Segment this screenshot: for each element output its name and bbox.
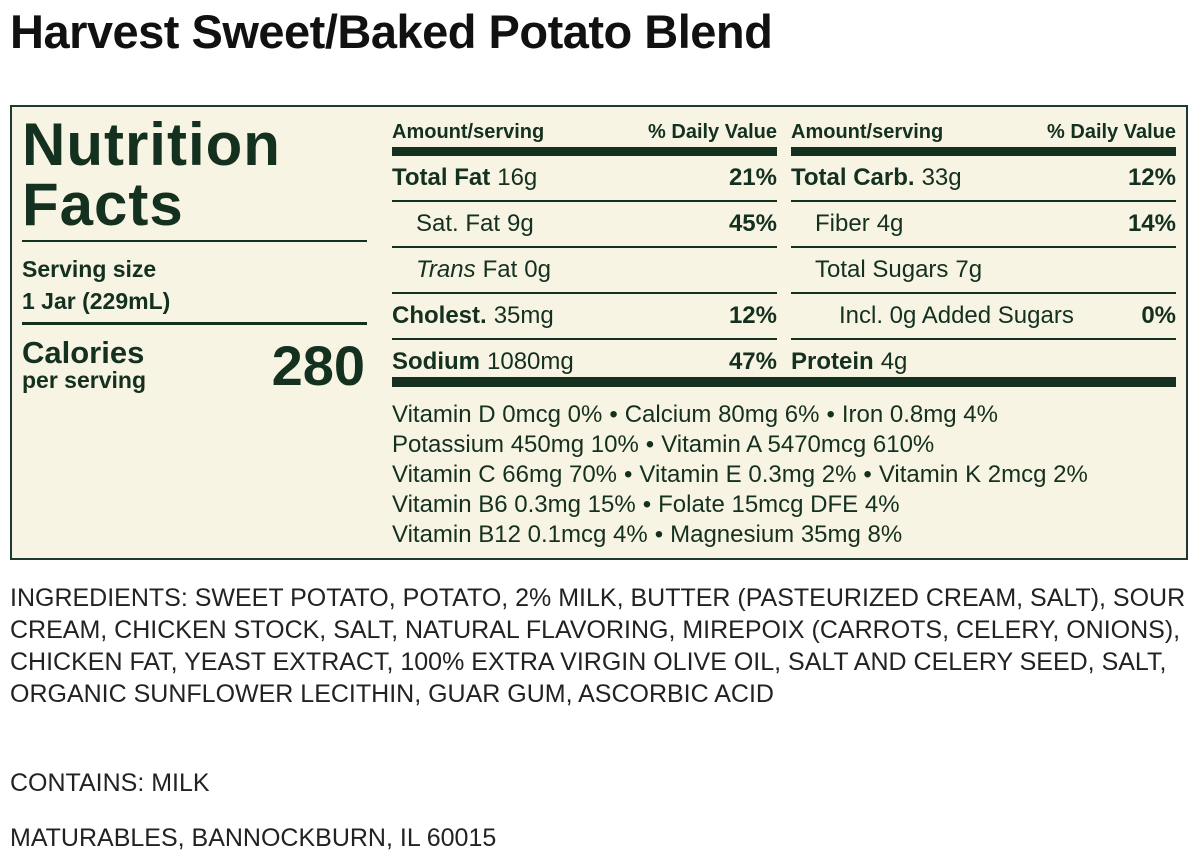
nutrient-row: Sodium 1080mg 47% bbox=[392, 340, 777, 384]
separator: • bbox=[642, 491, 652, 518]
product-title: Harvest Sweet/Baked Potato Blend bbox=[10, 5, 773, 58]
separator: • bbox=[654, 521, 664, 548]
thick-bar bbox=[392, 377, 1176, 387]
nutrient-name: Total Carb. bbox=[791, 164, 915, 191]
vitamin-item: Vitamin D 0mcg 0% bbox=[392, 401, 603, 428]
daily-value: 12% bbox=[728, 302, 777, 329]
nutrient-amount: 1080mg bbox=[487, 348, 574, 375]
separator: • bbox=[609, 401, 618, 428]
nutrition-panel: Nutrition Facts Serving size 1 Jar (229m… bbox=[10, 105, 1188, 560]
serving-size-label: Serving size bbox=[22, 256, 157, 282]
calories-sub: per serving bbox=[22, 367, 146, 393]
divider bbox=[22, 322, 367, 325]
nutrient-name: Protein bbox=[791, 348, 874, 375]
vitamin-line: Potassium 450mg 10% • Vitamin A 5470mcg 61… bbox=[392, 430, 1088, 460]
serving-size: 1 Jar (229mL) bbox=[22, 288, 171, 314]
vitamin-item: Calcium 80mg 6% bbox=[624, 401, 820, 428]
separator: • bbox=[624, 461, 633, 488]
vitamin-line: Vitamin B12 0.1mcg 4% • Magnesium 35mg 8% bbox=[392, 520, 1088, 550]
nutrient-amount: 4g bbox=[876, 210, 904, 237]
nutrient-row: Fiber 4g 14% bbox=[791, 202, 1176, 248]
nutrient-name: Cholest. bbox=[392, 302, 487, 329]
ingredients: INGREDIENTS: SWEET POTATO, POTATO, 2% MI… bbox=[10, 584, 1186, 708]
nutrient-amount: 33g bbox=[921, 164, 962, 191]
header-amount: Amount/serving bbox=[392, 120, 545, 143]
nutrient-row: Sat. Fat 9g 45% bbox=[392, 202, 777, 248]
daily-value: 45% bbox=[728, 210, 777, 237]
nutrient-column: Amount/serving % Daily Value Total Fat 16g 2… bbox=[392, 117, 777, 384]
vitamin-item: Vitamin A 5470mcg 610% bbox=[661, 431, 935, 458]
divider bbox=[22, 240, 367, 242]
nutrient-column: Amount/serving % Daily Value Total Carb. 33… bbox=[791, 117, 1176, 384]
vitamin-line: Vitamin C 66mg 70% • Vitamin E 0.3mg 2% • Vi… bbox=[392, 460, 1088, 490]
nutrient-amount: 4g bbox=[880, 348, 908, 375]
nutrient-amount: 0g bbox=[524, 256, 551, 283]
contains: CONTAINS: MILK bbox=[10, 769, 210, 797]
nutrient-name: Fat bbox=[482, 256, 518, 283]
nutrient-amount: 35mg bbox=[493, 302, 554, 329]
nutrient-name: Total Fat bbox=[392, 164, 491, 191]
daily-value: 21% bbox=[728, 164, 777, 191]
nutrient-amount: 9g bbox=[507, 210, 534, 237]
nutrient-name: Incl. 0g Added Sugars bbox=[839, 302, 1074, 329]
nutrient-name: Total Sugars bbox=[815, 256, 949, 283]
daily-value: 0% bbox=[1141, 302, 1176, 329]
separator: • bbox=[826, 401, 835, 428]
calories-value: 280 bbox=[271, 334, 365, 397]
nutrient-name: Trans bbox=[416, 256, 476, 283]
vitamins: Vitamin D 0mcg 0% • Calcium 80mg 6% • Iron 0… bbox=[392, 400, 1088, 550]
address: MATURABLES, BANNOCKBURN, IL 60015 bbox=[10, 824, 497, 852]
calories-label: Calories bbox=[22, 335, 145, 370]
nutrient-row: Total Fat 16g 21% bbox=[392, 156, 777, 202]
nutrient-row: Total Carb. 33g 12% bbox=[791, 156, 1176, 202]
panel-heading: Nutrition Facts bbox=[22, 111, 281, 238]
nutrient-name: Fiber bbox=[815, 210, 870, 237]
vitamin-item: Folate 15mcg DFE 4% bbox=[658, 491, 900, 518]
column-header: Amount/serving % Daily Value bbox=[791, 117, 1176, 147]
vitamin-item: Vitamin C 66mg 70% bbox=[392, 461, 617, 488]
daily-value: 47% bbox=[728, 348, 777, 375]
nutrient-name: Sodium bbox=[392, 348, 480, 375]
nutrient-name: Sat. Fat bbox=[416, 210, 501, 237]
nutrient-amount: 16g bbox=[497, 164, 538, 191]
vitamin-item: Iron 0.8mg 4% bbox=[841, 401, 998, 428]
column-header: Amount/serving % Daily Value bbox=[392, 117, 777, 147]
vitamin-item: Vitamin B6 0.3mg 15% bbox=[392, 491, 636, 518]
header-dv: % Daily Value bbox=[1047, 120, 1176, 143]
header-dv: % Daily Value bbox=[648, 120, 777, 143]
vitamin-item: Vitamin K 2mcg 2% bbox=[878, 461, 1088, 488]
daily-value: 14% bbox=[1127, 210, 1176, 237]
vitamin-item: Vitamin E 0.3mg 2% bbox=[639, 461, 857, 488]
thick-bar bbox=[392, 147, 777, 156]
vitamin-line: Vitamin B6 0.3mg 15% • Folate 15mcg DFE 4% bbox=[392, 490, 1088, 520]
separator: • bbox=[863, 461, 872, 488]
separator: • bbox=[645, 431, 655, 458]
nutrient-row: Total Sugars 7g bbox=[791, 248, 1176, 294]
nutrient-row: Protein 4g bbox=[791, 340, 1176, 384]
vitamin-item: Potassium 450mg 10% bbox=[392, 431, 639, 458]
nutrient-row: Cholest. 35mg 12% bbox=[392, 294, 777, 340]
nutrient-row: Incl. 0g Added Sugars 0% bbox=[791, 294, 1176, 340]
nutrient-amount: 7g bbox=[955, 256, 983, 283]
thick-bar bbox=[791, 147, 1176, 156]
vitamin-item: Vitamin B12 0.1mcg 4% bbox=[392, 521, 648, 548]
vitamin-line: Vitamin D 0mcg 0% • Calcium 80mg 6% • Iron 0… bbox=[392, 400, 1088, 430]
daily-value: 12% bbox=[1127, 164, 1176, 191]
nutrient-row: Trans Fat 0g bbox=[392, 248, 777, 294]
header-amount: Amount/serving bbox=[791, 120, 944, 143]
vitamin-item: Magnesium 35mg 8% bbox=[670, 521, 903, 548]
